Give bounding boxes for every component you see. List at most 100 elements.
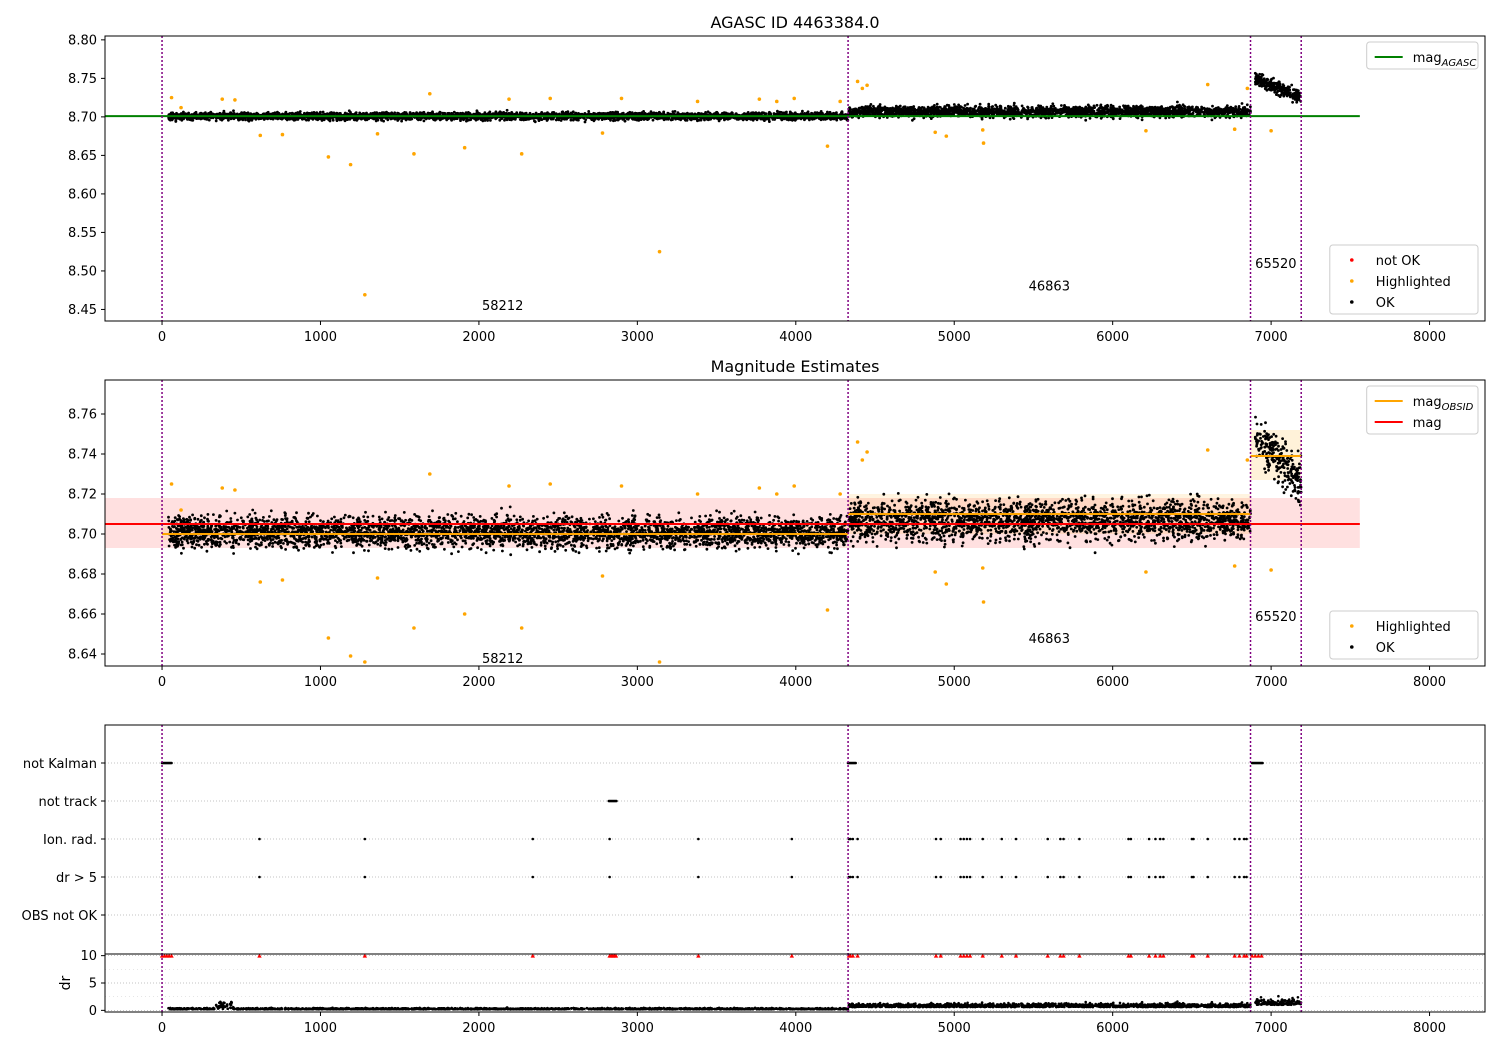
ok-point bbox=[1095, 103, 1099, 107]
ok-point bbox=[1118, 117, 1122, 120]
ok-point bbox=[1052, 104, 1056, 108]
ok-point bbox=[1008, 117, 1012, 121]
ok-point bbox=[935, 102, 939, 106]
ok-point bbox=[620, 112, 624, 116]
ok-point bbox=[167, 117, 171, 121]
ok-point bbox=[412, 112, 415, 115]
ok-point bbox=[219, 112, 222, 116]
ok-point bbox=[489, 119, 492, 122]
ok-point bbox=[220, 118, 224, 122]
ok-point bbox=[673, 110, 677, 113]
ok-point bbox=[637, 112, 641, 116]
ok-point bbox=[513, 117, 517, 121]
ok-point bbox=[427, 112, 430, 115]
ok-point bbox=[476, 110, 479, 114]
ok-point bbox=[751, 111, 755, 114]
ok-point bbox=[364, 118, 367, 122]
ok-point bbox=[1099, 103, 1103, 107]
ok-point bbox=[1026, 106, 1030, 110]
ok-point bbox=[734, 112, 738, 115]
ok-point bbox=[677, 117, 681, 121]
ok-point bbox=[966, 102, 969, 106]
ok-point bbox=[405, 112, 409, 116]
ok-point bbox=[305, 112, 309, 115]
ok-point bbox=[644, 117, 648, 121]
ok-point bbox=[524, 112, 527, 116]
ok-point bbox=[241, 118, 244, 121]
ok-point bbox=[540, 111, 544, 114]
ok-point bbox=[561, 117, 565, 120]
ok-point bbox=[713, 112, 716, 116]
ok-point bbox=[347, 109, 351, 113]
ok-point bbox=[791, 118, 794, 122]
ok-point bbox=[303, 111, 306, 115]
ok-point bbox=[494, 110, 498, 114]
ok-point bbox=[403, 111, 406, 114]
ok-point bbox=[431, 111, 434, 115]
ok-point bbox=[702, 116, 705, 120]
ok-point bbox=[331, 118, 335, 122]
ok-point bbox=[400, 119, 403, 123]
ok-point bbox=[613, 119, 617, 122]
ok-point bbox=[277, 111, 281, 115]
ok-point bbox=[214, 119, 218, 123]
ok-point bbox=[660, 116, 664, 120]
ok-point bbox=[288, 112, 292, 115]
ok-point bbox=[441, 111, 445, 115]
ok-point bbox=[336, 112, 340, 116]
ok-point bbox=[332, 111, 336, 115]
ok-point bbox=[318, 117, 322, 121]
ok-point bbox=[990, 105, 994, 109]
ok-point bbox=[655, 117, 658, 120]
ok-point bbox=[780, 118, 784, 122]
ok-point bbox=[321, 110, 325, 114]
ok-point bbox=[551, 117, 555, 121]
ok-point bbox=[344, 112, 348, 115]
ok-point bbox=[801, 109, 804, 113]
ok-point bbox=[360, 117, 363, 121]
ok-point bbox=[462, 118, 465, 122]
ok-point bbox=[794, 112, 798, 116]
ok-point bbox=[374, 116, 378, 120]
ok-point bbox=[840, 111, 844, 115]
ok-point bbox=[593, 117, 597, 121]
ok-point bbox=[821, 111, 824, 115]
ok-point bbox=[222, 109, 226, 113]
ok-point bbox=[778, 111, 782, 114]
ok-point bbox=[1245, 103, 1249, 107]
ok-point bbox=[759, 112, 763, 115]
ok-point bbox=[464, 111, 468, 114]
ok-point bbox=[817, 116, 821, 120]
ok-point bbox=[774, 116, 777, 120]
ok-point bbox=[835, 111, 838, 115]
ok-point bbox=[498, 118, 502, 122]
ok-point bbox=[545, 119, 549, 122]
ok-point bbox=[651, 118, 655, 122]
ok-point bbox=[1211, 104, 1214, 108]
ok-point bbox=[724, 111, 728, 115]
ok-point bbox=[232, 109, 235, 113]
ok-point bbox=[386, 118, 390, 122]
ok-point bbox=[577, 118, 580, 122]
ok-point bbox=[540, 118, 544, 121]
ok-point bbox=[286, 117, 290, 121]
ok-point bbox=[335, 118, 339, 121]
ok-point bbox=[1003, 106, 1007, 110]
ok-point bbox=[1118, 105, 1121, 109]
ok-point bbox=[653, 112, 657, 116]
ok-point bbox=[662, 112, 666, 116]
ok-point bbox=[293, 112, 297, 116]
ok-point bbox=[776, 109, 779, 113]
ok-point bbox=[633, 118, 637, 121]
ok-point bbox=[1140, 118, 1144, 122]
ok-point bbox=[806, 110, 810, 114]
ok-point bbox=[744, 117, 748, 120]
ok-point bbox=[616, 118, 620, 122]
ok-point bbox=[674, 117, 677, 121]
ok-point bbox=[1176, 100, 1179, 104]
ok-point bbox=[583, 120, 587, 124]
ok-point bbox=[358, 111, 362, 115]
ok-point bbox=[227, 118, 230, 122]
ok-point bbox=[246, 118, 250, 121]
